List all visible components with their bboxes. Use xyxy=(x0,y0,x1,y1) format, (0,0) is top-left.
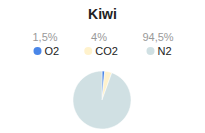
legend-label: CO2 xyxy=(95,45,118,57)
legend-label: O2 xyxy=(45,45,60,57)
legend-value: 94,5% xyxy=(142,31,173,43)
pie xyxy=(73,71,131,129)
chart: Kiwi 1,5% O2 4% CO2 94,5% N2 xyxy=(0,0,205,133)
title: Kiwi xyxy=(88,6,117,22)
legend-swatch xyxy=(34,47,42,55)
legend-value: 4% xyxy=(91,31,107,43)
pie-slice xyxy=(73,71,131,129)
legend-swatch xyxy=(147,47,155,55)
legend: 1,5% O2 4% CO2 94,5% N2 xyxy=(32,31,173,57)
legend-label: N2 xyxy=(158,45,172,57)
legend-value: 1,5% xyxy=(32,31,57,43)
legend-swatch xyxy=(84,47,92,55)
